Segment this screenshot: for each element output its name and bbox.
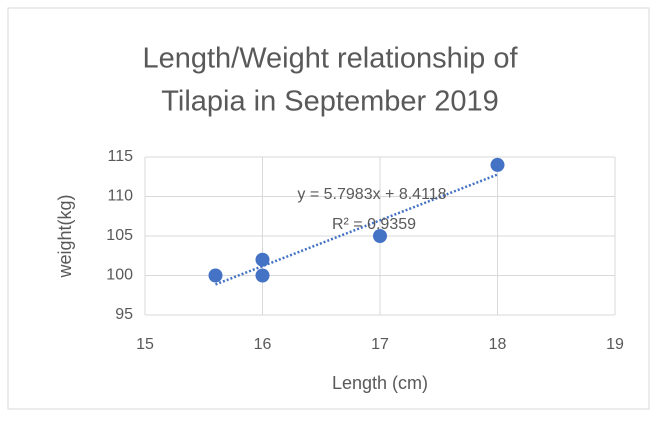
y-tick-label: 105	[106, 227, 133, 244]
y-tick-label: 95	[115, 306, 133, 323]
point	[208, 268, 223, 283]
x-axis-label: Length (cm)	[332, 373, 428, 393]
x-tick-label: 15	[136, 336, 154, 353]
x-tick-label: 17	[371, 336, 389, 353]
x-tick-label: 16	[254, 336, 272, 353]
chart-title: Length/Weight relationship of	[142, 43, 518, 75]
trendline	[215, 173, 498, 286]
y-axis-label: weight(kg)	[55, 194, 75, 278]
trendline-equation: y = 5.7983x + 8.4118	[297, 186, 446, 203]
point	[490, 157, 505, 172]
chart-frame	[7, 7, 650, 410]
chart-title: Tilapia in September 2019	[161, 86, 498, 118]
trendline-r2: R² = 0.9359	[332, 216, 416, 233]
point	[255, 252, 270, 267]
x-tick-label: 19	[606, 336, 624, 353]
x-tick-label: 18	[489, 336, 507, 353]
y-tick-label: 110	[107, 188, 133, 205]
y-tick-label: 100	[106, 267, 133, 284]
point	[255, 268, 270, 283]
y-tick-label: 115	[107, 148, 133, 165]
point	[373, 229, 387, 243]
